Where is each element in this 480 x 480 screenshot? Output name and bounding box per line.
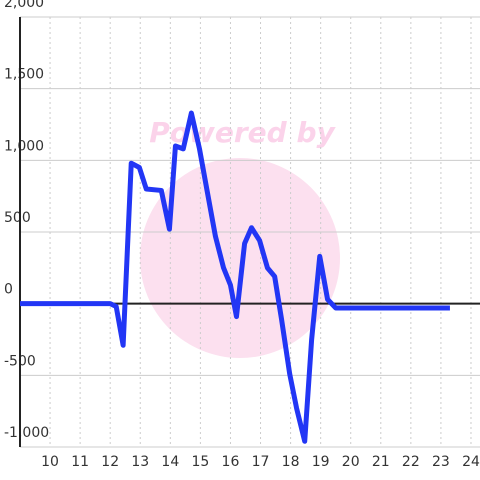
x-tick-label: 21 <box>372 454 390 470</box>
data-line <box>20 110 450 444</box>
x-tick-label: 11 <box>71 454 89 470</box>
x-tick-label: 16 <box>222 454 240 470</box>
x-tick-label: 14 <box>161 454 179 470</box>
x-tick-label: 10 <box>41 454 59 470</box>
y-tick-label: 2,000 <box>4 0 44 11</box>
watermark: Powered by <box>149 116 336 149</box>
watermark-logo <box>140 158 340 358</box>
x-tick-label: 22 <box>402 454 420 470</box>
x-tick-label: 17 <box>252 454 270 470</box>
x-tick-label: 23 <box>432 454 450 470</box>
y-tick-label: 1,000 <box>4 138 44 154</box>
y-tick-label: 0 <box>4 282 13 298</box>
x-tick-label: 19 <box>312 454 330 470</box>
x-tick-label: 18 <box>282 454 300 470</box>
x-tick-label: 24 <box>462 454 480 470</box>
x-tick-label: 20 <box>342 454 360 470</box>
y-tick-label: 500 <box>4 210 31 226</box>
y-tick-label: -1,000 <box>4 425 49 441</box>
x-tick-label: 15 <box>191 454 209 470</box>
x-tick-label: 13 <box>131 454 149 470</box>
x-tick-label: 12 <box>101 454 119 470</box>
y-tick-label: 1,500 <box>4 67 44 83</box>
